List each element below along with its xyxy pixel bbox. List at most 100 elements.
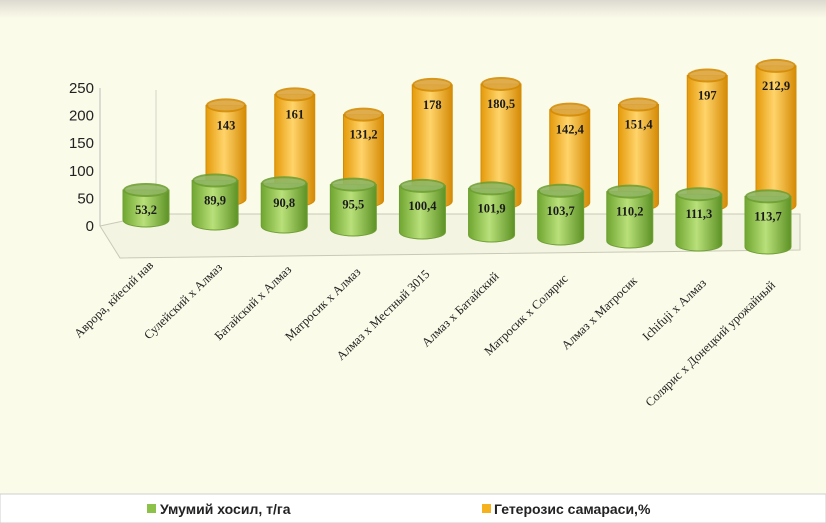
x-category-label: Матросик х Алмаз [282,265,363,344]
y-tick-label: 50 [77,190,94,207]
y-tick-label: 100 [69,163,94,180]
total-yield-bar-body [122,189,170,228]
heterosis-bar-top [756,58,796,73]
heterosis-bar-value-label: 212,9 [762,79,790,93]
total-yield-bar-body [675,193,723,252]
heterosis-bar-top [206,98,246,113]
y-tick-label: 150 [69,135,94,152]
total-yield-bar-body [398,185,446,240]
heterosis-bar-top-shine [689,70,726,81]
total-yield-bar-value-label: 53,2 [135,203,157,217]
heterosis-bar-top-shine [620,99,657,110]
total-yield-bar-top-shine [677,189,720,200]
heterosis-bar-value-label: 151,4 [624,118,653,132]
total-yield-bar-body [329,184,377,237]
x-category-label: Аврора, кйесий нав [71,258,156,341]
total-yield-bar-top-shine [539,185,582,196]
total-yield-bar-value-label: 95,5 [342,198,364,212]
total-yield-bar-value-label: 100,4 [408,199,437,213]
total-yield-bar: 95,5 [329,177,377,237]
total-yield-bar-body [744,195,792,255]
total-yield-bar-top [192,173,239,188]
y-tick-label: 250 [69,80,94,97]
total-yield-bar-value-label: 101,9 [477,201,505,215]
heterosis-bar-top [687,68,728,83]
heterosis-bar-value-label: 142,4 [556,123,585,137]
total-yield-bar-top-shine [608,186,651,197]
total-yield-bar-body [468,187,516,243]
heterosis-bar-value-label: 143 [217,118,236,132]
legend-label-total-yield: Умумий хосил, т/га [160,501,291,517]
total-yield-bar-top-shine [125,185,167,195]
total-yield-bar: 90,8 [260,176,308,234]
total-yield-bar-top [606,184,653,199]
x-category-label: Солярис х Донецкий урожайный [643,278,779,410]
heterosis-bar-value-label: 161 [285,107,304,121]
total-yield-bar: 89,9 [191,173,239,231]
total-yield-bar-top [675,187,722,202]
total-yield-bar-value-label: 113,7 [754,209,781,223]
total-yield-bar: 103,7 [537,183,585,246]
total-yield-bar-top [399,178,446,193]
heterosis-bar-top-shine [208,100,244,111]
legend: Умумий хосил, т/га Гетерозис самараси,% [0,493,826,523]
total-yield-bar-value-label: 103,7 [547,204,575,218]
heterosis-bar-top-shine [414,79,451,90]
legend-swatch-total-yield [147,504,156,513]
heterosis-bar-top-shine [345,109,382,120]
total-yield-bar: 113,7 [744,189,792,255]
bars-layer: 143 161 131,2 178 180,5 142,4 151,4 197 212,9 53,… [122,58,797,255]
total-yield-bar-top-shine [401,180,444,191]
legend-swatch-heterosis [482,504,491,513]
total-yield-bar-body [606,191,654,249]
total-yield-bar-top-shine [470,183,513,194]
heterosis-bar-top [343,107,384,122]
heterosis-bar-top [618,97,659,112]
x-category-label: Ichifuji х Алмаз [640,276,709,344]
y-tick-label: 0 [86,218,94,235]
x-category-label: Сулейский х Алмаз [141,260,225,342]
total-yield-bar-value-label: 111,3 [686,207,713,221]
heterosis-bar-top [412,77,453,92]
x-category-label: Алмаз х Батайский [419,269,502,350]
heterosis-bar-top [481,76,521,91]
total-yield-bar: 110,2 [606,184,654,249]
heterosis-bar-value-label: 180,5 [487,97,515,111]
total-yield-bar-body [260,182,308,234]
total-yield-bar: 100,4 [398,178,446,240]
total-yield-bar-top-shine [194,175,237,186]
total-yield-bar: 53,2 [122,183,170,228]
total-yield-bar-top [123,183,169,197]
total-yield-bar-body [537,190,585,246]
y-tick-label: 200 [69,108,94,125]
total-yield-bar-top [261,176,308,191]
heterosis-bar-value-label: 197 [698,89,717,103]
total-yield-bar-body [191,180,239,231]
total-yield-bar-top [468,181,515,196]
heterosis-bar-value-label: 131,2 [349,128,377,142]
total-yield-bar-value-label: 110,2 [616,205,643,219]
heterosis-bar-top [549,102,590,117]
heterosis-bar-top [274,87,315,102]
total-yield-bar-top [537,183,584,198]
heterosis-bar-top-shine [276,89,313,100]
heterosis-bar-top-shine [758,60,794,71]
total-yield-bar-top-shine [263,178,306,189]
total-yield-bar: 111,3 [675,187,723,252]
x-category-label: Алмаз х Матросик [559,273,641,353]
heterosis-bar-top-shine [551,104,588,115]
heterosis-bar-top-shine [483,78,519,89]
legend-label-heterosis: Гетерозис самараси,% [494,501,651,517]
total-yield-bar-value-label: 89,9 [204,194,226,208]
total-yield-bar-top-shine [332,179,375,190]
total-yield-bar-top [745,189,791,204]
x-category-label: Батайский х Алмаз [212,262,295,343]
total-yield-bar: 101,9 [468,181,516,243]
legend-background [0,493,826,523]
total-yield-bar-top-shine [747,191,789,202]
heterosis-bar: 178 [411,77,453,209]
heterosis-bar-value-label: 178 [423,98,442,112]
